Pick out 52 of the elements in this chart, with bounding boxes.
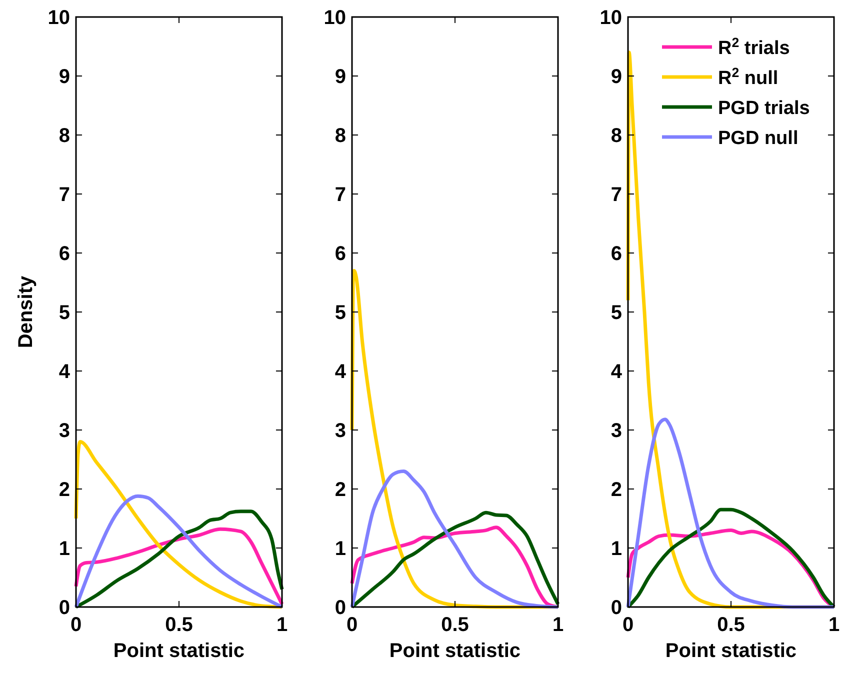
y-tick-label: 6 xyxy=(334,243,346,265)
line-series xyxy=(626,418,836,609)
y-tick-label: 8 xyxy=(334,125,346,147)
y-tick-label: 0 xyxy=(58,597,70,619)
y-tick-label: 0 xyxy=(610,597,622,619)
y-tick-label: 10 xyxy=(48,7,70,29)
y-tick-label: 6 xyxy=(58,243,70,265)
y-tick-label: 4 xyxy=(610,361,623,383)
y-tick-label: 3 xyxy=(610,420,622,442)
x-axis-title: Point statistic xyxy=(665,640,797,662)
y-tick-label: 5 xyxy=(334,302,346,324)
y-tick-label: 2 xyxy=(610,479,622,501)
line-series xyxy=(350,470,560,609)
y-tick-label: 1 xyxy=(610,538,622,560)
y-tick-label: 6 xyxy=(610,243,622,265)
legend-label: R$^{2}$ trials xyxy=(718,34,790,59)
y-tick-label: 7 xyxy=(334,184,346,206)
y-tick-label: 3 xyxy=(334,420,346,442)
y-tick-label: 2 xyxy=(58,479,70,501)
y-tick-label: 4 xyxy=(58,361,71,383)
y-tick-label: 1 xyxy=(334,538,346,560)
legend-label: PGD trials xyxy=(718,98,810,119)
line-series xyxy=(74,440,284,609)
line-series xyxy=(350,268,560,609)
y-tick-label: 9 xyxy=(58,66,70,88)
y-axis-title: Density xyxy=(15,275,37,348)
y-tick-label: 0 xyxy=(334,597,346,619)
x-axis-title: Point statistic xyxy=(113,640,245,662)
y-tick-label: 10 xyxy=(324,7,346,29)
y-tick-label: 7 xyxy=(58,184,70,206)
x-axis-title: Point statistic xyxy=(389,640,521,662)
x-tick-label: 1 xyxy=(552,614,564,636)
x-tick-label: 0.5 xyxy=(717,614,745,636)
x-tick-label: 0.5 xyxy=(165,614,193,636)
y-tick-label: 8 xyxy=(58,125,70,147)
y-tick-label: 10 xyxy=(600,7,622,29)
x-tick-label: 1 xyxy=(276,614,288,636)
y-tick-label: 7 xyxy=(610,184,622,206)
y-tick-label: 5 xyxy=(610,302,622,324)
x-tick-label: 1 xyxy=(828,614,840,636)
y-tick-label: 3 xyxy=(58,420,70,442)
line-series xyxy=(74,527,284,606)
y-tick-label: 1 xyxy=(58,538,70,560)
y-tick-label: 9 xyxy=(334,66,346,88)
y-tick-label: 8 xyxy=(610,125,622,147)
x-tick-label: 0.5 xyxy=(441,614,469,636)
y-tick-label: 5 xyxy=(58,302,70,324)
legend-label: PGD null xyxy=(718,128,798,149)
legend-label: R$^{2}$ null xyxy=(718,64,778,89)
y-tick-label: 4 xyxy=(334,361,347,383)
y-tick-label: 2 xyxy=(334,479,346,501)
y-tick-label: 9 xyxy=(610,66,622,88)
